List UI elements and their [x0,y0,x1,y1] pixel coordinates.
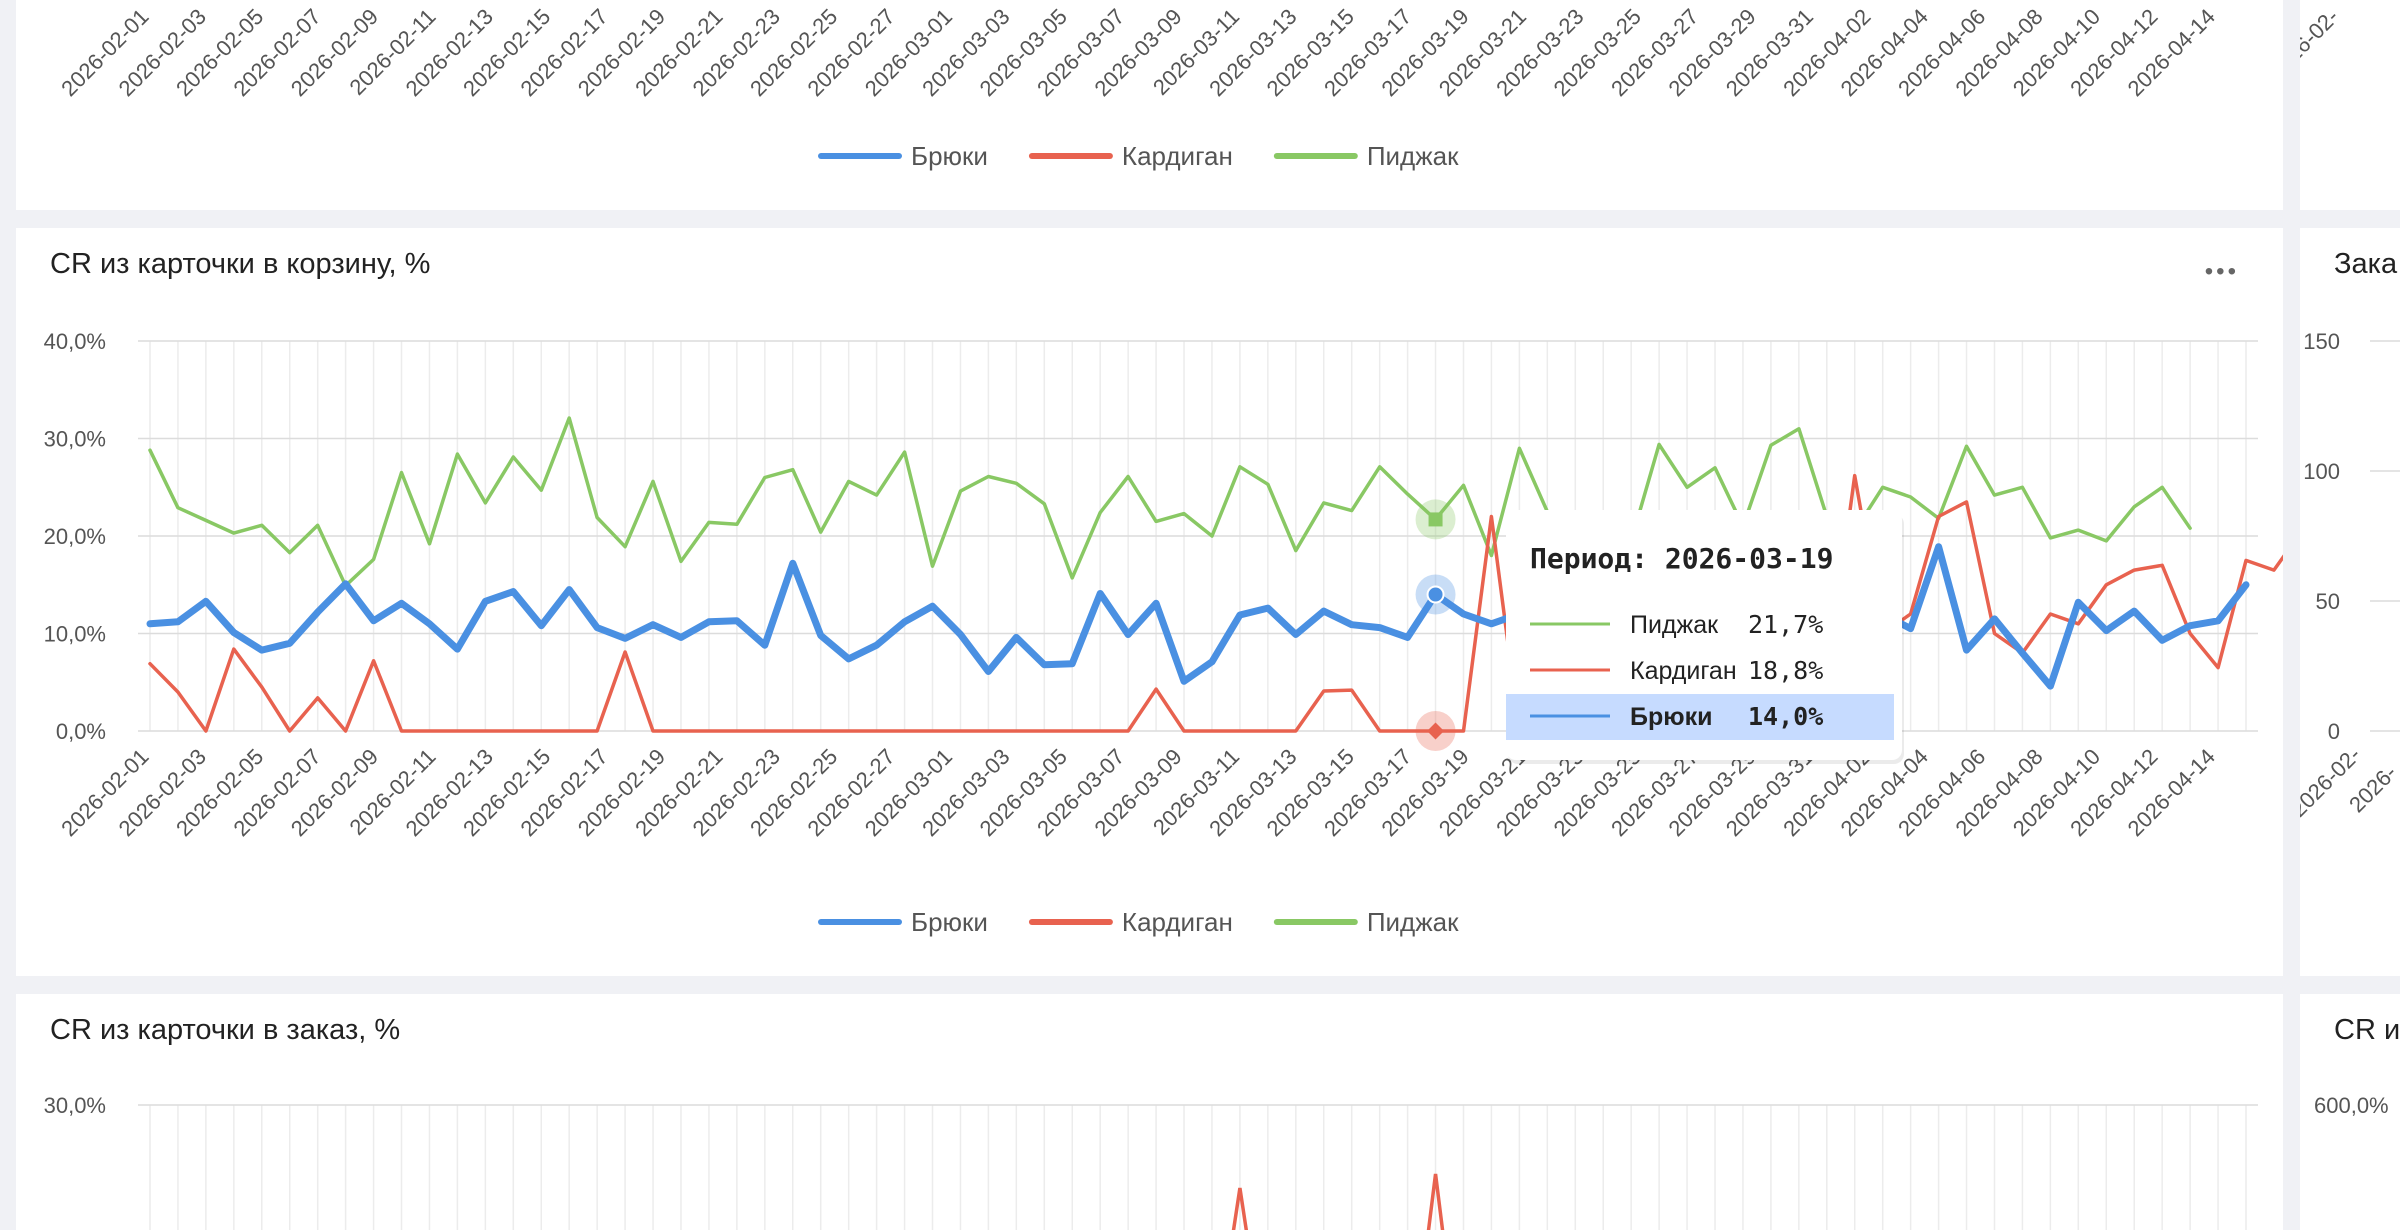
cart-cr-chart[interactable]: 0,0%10,0%20,0%30,0%40,0%2026-02-012026-0… [16,228,2283,976]
marker-bryuki [1426,585,1445,604]
sales-chart-card: 2026-02-01 2026-02-03 2026-02-05 2026-02-07… [16,0,2283,210]
cart-cr-title: CR из карточки в корзину, % [50,248,431,280]
tooltip-row-value: 14,0% [1748,702,1823,731]
x-tick-label: 2026-02- [2300,4,2344,84]
y-tick-label: 10,0% [44,622,106,647]
right-orders-title: Зака [2334,248,2398,280]
right-bottom-title: CR и [2334,1014,2400,1046]
cart-cr-card: CR из карточки в корзину, % ••• 0,0% 10,0… [16,228,2283,976]
marker-pidzhak [1428,512,1443,527]
y-tick-label: 30,0% [44,427,106,452]
tooltip-row-name: Кардиган [1630,657,1737,685]
series-line-bryuki [146,543,2250,690]
order-cr-card: CR из карточки в заказ, % 30,0% [16,994,2283,1230]
right-top-card: 2026-02- [2300,0,2400,210]
sales-chart-svg: 2026-02-012026-02-032026-02-052026-02-07… [56,4,2220,171]
order-cr-chart: 30,0% [44,1093,2258,1230]
y-tick-label: 50 [2316,589,2340,614]
legend-label: Кардиган [1122,907,1233,937]
tooltip-row-value: 18,8% [1748,656,1823,685]
marker-kardigan [1427,722,1445,740]
series-line-kardigan [148,473,2283,733]
right-bottom-chart: 600,0% [2314,1093,2389,1118]
right-orders-card: Зака 150 100 50 0 2026-02- 2026- [2300,228,2400,976]
y-tick-label: 0 [2328,719,2340,744]
tooltip-row-value: 21,7% [1748,610,1823,639]
legend-label: Кардиган [1122,141,1233,171]
y-tick-label: 30,0% [44,1093,106,1118]
legend-label: Пиджак [1367,141,1459,171]
y-tick-label: 0,0% [56,719,106,744]
order-cr-title: CR из карточки в заказ, % [50,1014,401,1046]
y-tick-label: 150 [2303,329,2340,354]
tooltip-row-name: Пиджак [1630,611,1719,639]
legend-label: Брюки [911,907,988,937]
right-top-chart: 2026-02- [2300,4,2344,84]
legend-label: Пиджак [1367,907,1459,937]
tooltip: Период: 2026-03-19 Пиджак 21,7% Кардиган 18,… [1506,510,1904,764]
more-options-icon[interactable]: ••• [2204,258,2239,285]
y-tick-label: 600,0% [2314,1093,2389,1118]
series-line-kardigan [1426,1173,1445,1230]
y-tick-label: 20,0% [44,524,106,549]
tooltip-title: Период: 2026-03-19 [1530,542,1833,575]
legend-label: Брюки [911,141,988,171]
y-tick-label: 40,0% [44,329,106,354]
series-line-kardigan [1231,1187,1249,1230]
tooltip-row-name: Брюки [1630,703,1712,731]
right-bottom-card: CR и 600,0% [2300,994,2400,1230]
y-tick-label: 100 [2303,459,2340,484]
